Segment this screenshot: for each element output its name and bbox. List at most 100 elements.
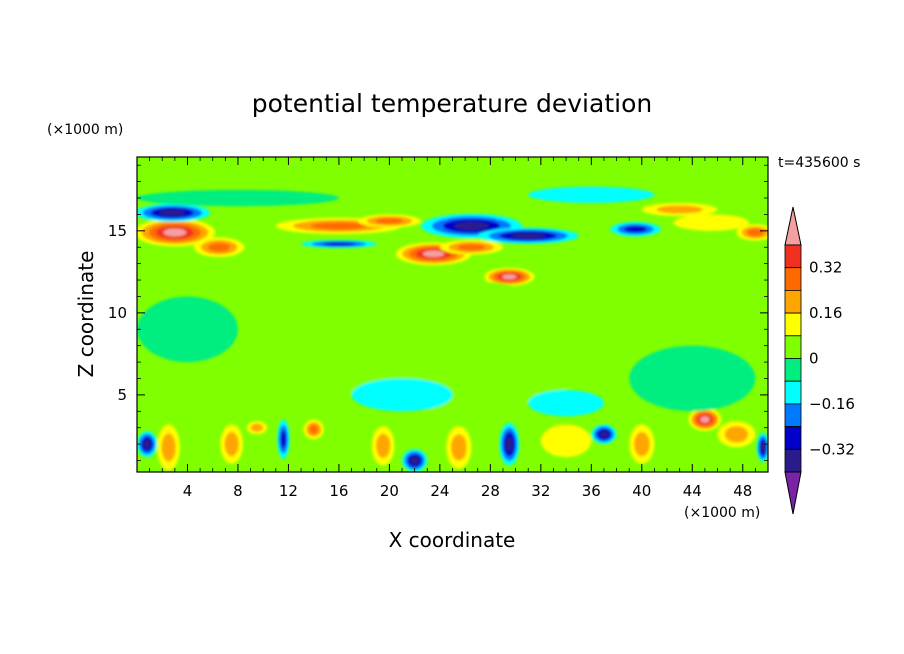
time-label: t=435600 s <box>778 155 860 171</box>
contour-level <box>163 228 187 237</box>
contour-feature <box>528 389 604 417</box>
contour-feature <box>301 280 604 412</box>
contour-level <box>207 242 231 252</box>
contour-level <box>137 296 238 363</box>
y-axis-unit: (×1000 m) <box>47 122 123 138</box>
contour-level <box>310 222 367 230</box>
colorbar-segment <box>784 448 802 473</box>
contour-level <box>656 205 703 214</box>
colorbar-segment <box>784 358 802 382</box>
colorbar-arrow-bottom <box>784 471 802 515</box>
contour-feature <box>673 214 750 231</box>
x-tick-label: 44 <box>683 482 702 500</box>
contour-level <box>143 439 151 449</box>
x-tick-label: 24 <box>430 482 449 500</box>
x-tick-label: 8 <box>233 482 243 500</box>
x-axis-unit: (×1000 m) <box>684 505 760 521</box>
x-tick-label: 40 <box>632 482 651 500</box>
contour-feature <box>629 345 756 412</box>
contour-level <box>599 430 609 438</box>
colorbar-segment <box>784 289 802 314</box>
contour-level <box>502 274 517 280</box>
contour-level <box>453 221 489 231</box>
contour-feature <box>193 237 245 258</box>
colorbar-tick-label: −0.32 <box>809 440 855 458</box>
contour-feature <box>484 267 535 286</box>
contour-level <box>510 232 546 239</box>
contour-feature <box>277 419 290 459</box>
contour-level <box>309 424 319 434</box>
contour-feature <box>402 449 428 472</box>
contour-level <box>375 218 404 224</box>
contour-feature <box>641 202 718 217</box>
contour-feature <box>688 408 722 431</box>
contour-feature <box>591 424 617 445</box>
colorbar: 0.32 0.16 0 −0.16 −0.32 <box>784 206 855 515</box>
chart-title: potential temperature deviation <box>252 89 652 118</box>
contour-level <box>505 436 513 452</box>
contour-level <box>724 426 749 443</box>
contour-level <box>161 433 176 462</box>
contour-feature <box>157 424 180 471</box>
contour-feature <box>610 221 661 237</box>
contour-fills <box>137 186 768 472</box>
contour-feature <box>137 296 238 363</box>
contour-feature <box>246 421 267 435</box>
colorbar-segment <box>784 244 802 269</box>
contour-feature <box>371 426 395 466</box>
contour-level <box>322 242 356 246</box>
contour-level <box>746 228 764 237</box>
x-tick-label: 4 <box>183 482 193 500</box>
contour-level <box>376 433 391 458</box>
contour-feature <box>756 432 768 463</box>
x-tick-label: 48 <box>733 482 752 500</box>
contour-level <box>351 378 453 412</box>
contour-feature <box>137 218 216 247</box>
contour-feature <box>528 186 655 203</box>
contour-level <box>422 250 445 258</box>
contour-level <box>280 430 287 448</box>
contour-feature <box>717 421 756 448</box>
colorbar-segment <box>784 312 802 337</box>
x-tick-label: 32 <box>531 482 550 500</box>
contour-level <box>700 416 710 423</box>
contour-feature <box>137 430 158 458</box>
x-tick-label: 12 <box>279 482 298 500</box>
contour-feature <box>301 239 377 249</box>
contour-level <box>159 209 186 216</box>
contour-level <box>624 225 647 233</box>
y-tick-label: 15 <box>108 222 127 240</box>
contour-feature <box>357 214 421 228</box>
plot-area <box>137 157 768 472</box>
contour-feature <box>736 224 768 241</box>
y-tick-label: 5 <box>117 386 127 404</box>
x-tick-label: 28 <box>481 482 500 500</box>
contour-level <box>457 243 486 251</box>
contour-level <box>528 389 604 417</box>
contour-feature <box>446 426 472 469</box>
colorbar-segment <box>784 380 802 405</box>
colorbar-segment <box>784 335 802 359</box>
contour-level <box>250 423 264 432</box>
contour-level <box>673 214 750 231</box>
contour-feature <box>351 378 453 412</box>
contour-feature <box>439 239 503 255</box>
contour-feature <box>137 189 339 207</box>
y-axis: 5 10 15 <box>108 164 768 461</box>
x-axis: 4 8 12 16 20 24 28 32 36 40 44 48 <box>149 157 756 500</box>
contour-level <box>224 431 239 457</box>
y-tick-label: 10 <box>108 304 127 322</box>
contour-level <box>540 424 592 458</box>
contour-level <box>451 434 467 461</box>
contour-level <box>528 186 655 203</box>
contour-level <box>137 189 339 207</box>
contour-feature <box>629 424 655 464</box>
contour-level <box>634 431 650 457</box>
colorbar-tick-label: −0.16 <box>809 395 855 413</box>
contour-feature <box>477 227 579 244</box>
x-tick-label: 36 <box>582 482 601 500</box>
contour-level <box>629 345 756 412</box>
x-axis-label: X coordinate <box>389 528 516 552</box>
colorbar-tick-label: 0 <box>809 350 819 368</box>
x-tick-label: 16 <box>329 482 348 500</box>
